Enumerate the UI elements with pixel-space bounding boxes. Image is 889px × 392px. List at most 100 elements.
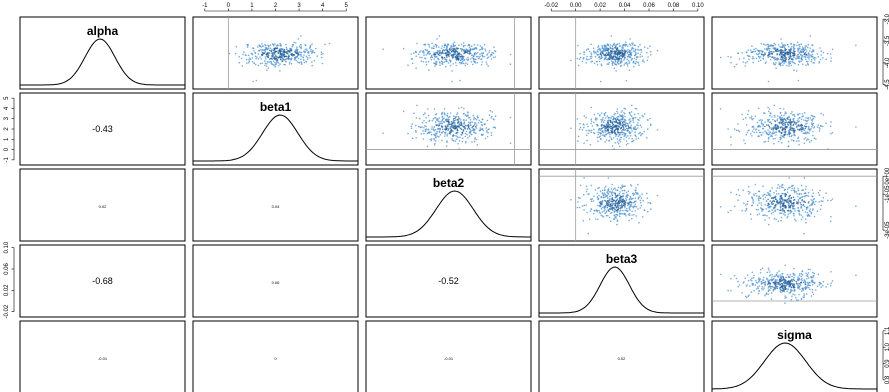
scatter-point <box>790 283 792 285</box>
scatter-point <box>771 132 773 134</box>
scatter-point <box>588 58 590 61</box>
scatter-point <box>782 289 784 291</box>
scatter-point <box>600 121 603 123</box>
scatter-point <box>747 129 749 132</box>
scatter-point <box>793 56 795 58</box>
scatter-point <box>268 49 271 52</box>
scatter-point <box>602 116 604 119</box>
scatter-point <box>415 67 417 69</box>
scatter-point <box>607 204 609 207</box>
scatter-point <box>623 129 625 131</box>
scatter-point <box>764 283 766 286</box>
scatter-point <box>259 62 262 65</box>
scatter-point <box>793 44 796 46</box>
scatter-point <box>382 48 384 50</box>
scatter-point <box>613 67 616 69</box>
scatter-point <box>629 135 632 137</box>
scatter-point <box>616 43 619 45</box>
scatter-point <box>577 140 579 142</box>
scatter-point <box>809 284 812 287</box>
scatter-point <box>471 54 473 56</box>
scatter-point <box>780 216 783 219</box>
scatter-point <box>786 51 788 53</box>
scatter-point <box>466 133 468 136</box>
scatter-point <box>610 200 612 202</box>
scatter-point <box>423 127 425 129</box>
scatter-point <box>605 139 608 141</box>
scatter-point <box>600 207 603 210</box>
scatter-point <box>251 61 254 63</box>
scatter-point <box>277 44 279 46</box>
scatter-point <box>309 45 312 48</box>
scatter-point <box>621 110 624 112</box>
scatter-point <box>593 195 595 197</box>
scatter-point <box>481 47 484 50</box>
scatter-point <box>451 124 453 126</box>
scatter-point <box>802 189 804 191</box>
scatter-point <box>794 129 796 131</box>
scatter-point <box>760 280 763 283</box>
scatter-point <box>790 286 793 289</box>
scatter-point <box>769 114 771 117</box>
scatter-point <box>617 132 620 134</box>
scatter-point <box>855 126 857 128</box>
scatter-point <box>805 208 808 211</box>
scatter-point <box>467 115 469 117</box>
scatter-point <box>279 58 282 61</box>
scatter-point <box>799 45 801 48</box>
scatter-point <box>628 212 631 215</box>
scatter-point <box>437 120 440 122</box>
scatter-point <box>610 55 613 57</box>
scatter-point <box>772 197 775 200</box>
scatter-point <box>764 219 766 221</box>
scatter-point <box>817 124 820 126</box>
scatter-point <box>603 210 605 212</box>
scatter-point <box>618 126 621 128</box>
scatter-point <box>608 54 610 57</box>
scatter-point <box>810 59 813 61</box>
scatter-point <box>812 117 815 120</box>
scatter-point <box>621 205 624 208</box>
scatter-point <box>786 117 789 119</box>
scatter-point <box>457 125 460 128</box>
scatter-point <box>604 200 607 202</box>
scatter-point <box>470 61 473 63</box>
scatter-point <box>803 195 806 198</box>
top-axis-beta3-tick-label: 0.00 <box>570 3 582 9</box>
scatter-point <box>602 193 604 195</box>
scatter-point <box>579 122 581 125</box>
scatter-point <box>637 183 639 186</box>
scatter-point <box>733 128 736 130</box>
scatter-point <box>776 187 778 189</box>
scatter-point <box>448 132 451 135</box>
scatter-point <box>761 210 763 212</box>
scatter-point <box>811 291 814 294</box>
scatter-point <box>296 61 299 63</box>
scatter-point <box>816 285 819 288</box>
scatter-point <box>786 274 789 276</box>
scatter-point <box>578 206 581 209</box>
scatter-point <box>794 62 796 65</box>
scatter-point <box>597 49 599 51</box>
scatter-point <box>603 205 606 208</box>
scatter-point <box>604 141 606 143</box>
scatter-point <box>481 54 483 56</box>
correlation-sigma-alpha: -0.01 <box>98 356 108 361</box>
scatter-point <box>447 120 449 123</box>
scatter-point <box>423 54 425 56</box>
scatter-point <box>804 201 806 204</box>
scatter-point <box>813 215 816 218</box>
diagonal-title-beta3: beta3 <box>606 252 638 266</box>
scatter-point <box>789 60 792 63</box>
scatter-point <box>418 117 421 120</box>
scatter-point <box>488 114 491 116</box>
scatter-point <box>790 197 792 199</box>
scatter-point <box>758 196 760 198</box>
scatter-point <box>436 132 438 134</box>
scatter-point <box>311 64 314 67</box>
scatter-point <box>789 62 792 65</box>
scatter-point <box>455 64 458 67</box>
scatter-point <box>456 56 459 58</box>
scatter-point <box>752 277 755 279</box>
scatter-point <box>609 195 611 198</box>
